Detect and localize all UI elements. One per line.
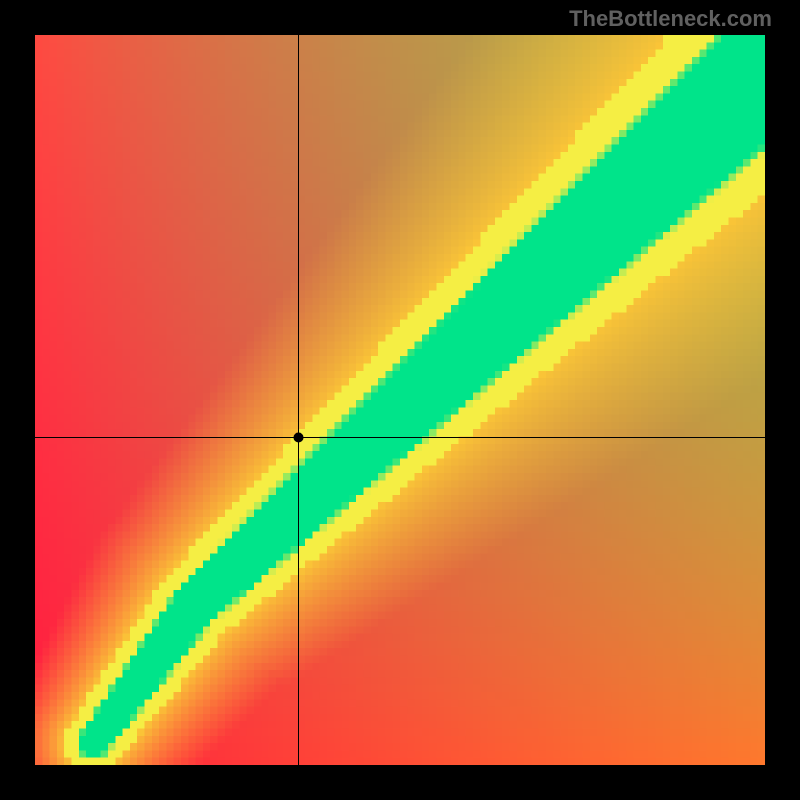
chart-container: TheBottleneck.com: [0, 0, 800, 800]
plot-frame: [35, 35, 765, 765]
watermark-text: TheBottleneck.com: [569, 6, 772, 32]
overlay-canvas: [35, 35, 765, 765]
